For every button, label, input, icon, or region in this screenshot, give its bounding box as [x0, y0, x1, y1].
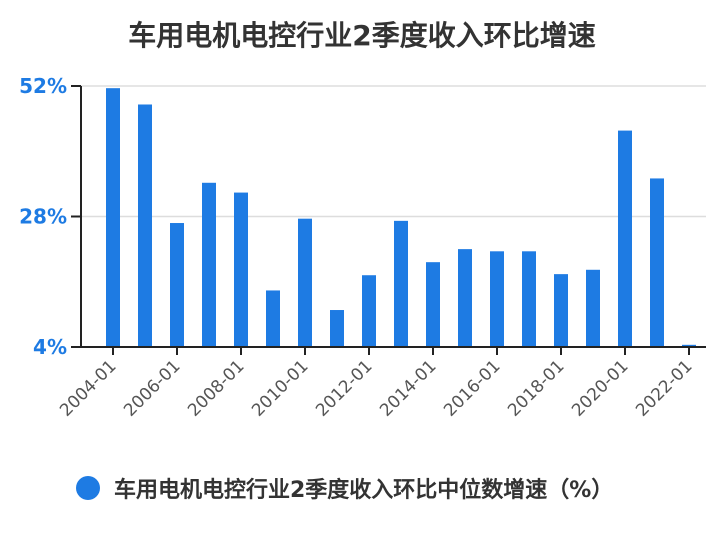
axes [71, 85, 706, 355]
grid-lines [81, 85, 706, 218]
bar [522, 251, 536, 347]
y-tick-labels: 52% 28% 4% [19, 74, 67, 359]
bar [138, 104, 152, 347]
x-tick-label: 2008-01 [184, 356, 248, 420]
bar [426, 262, 440, 347]
bars [106, 88, 696, 348]
bar [170, 223, 184, 347]
legend-swatch [76, 476, 100, 500]
bar [586, 269, 600, 347]
bar [234, 192, 248, 347]
bar [554, 274, 568, 347]
bar [202, 182, 216, 347]
bar [362, 275, 376, 347]
bar [650, 178, 664, 347]
bar [106, 88, 120, 348]
x-tick-labels: 2004-01 2006-01 2008-01 2010-01 2012-01 2014-… [56, 356, 696, 420]
x-tick-label: 2020-01 [568, 356, 632, 420]
bar [266, 290, 280, 347]
bar [330, 310, 344, 347]
x-tick-label: 2018-01 [504, 356, 568, 420]
chart-title: 车用电机电控行业2季度收入环比增速 [128, 19, 596, 52]
bar [490, 251, 504, 347]
bar [298, 218, 312, 347]
x-tick-label: 2010-01 [248, 356, 312, 420]
bar [618, 130, 632, 347]
x-tick-label: 2004-01 [56, 356, 120, 420]
x-tick-label: 2012-01 [312, 356, 376, 420]
x-tick-label: 2014-01 [376, 356, 440, 420]
y-tick-label: 28% [19, 205, 67, 229]
legend-label: 车用电机电控行业2季度收入环比中位数增速（%） [114, 478, 614, 503]
x-tick-label: 2006-01 [120, 356, 184, 420]
legend: 车用电机电控行业2季度收入环比中位数增速（%） [76, 472, 613, 504]
bar [458, 249, 472, 347]
x-tick-label: 2016-01 [440, 356, 504, 420]
y-tick-label: 52% [19, 74, 67, 98]
y-tick-label: 4% [33, 335, 67, 359]
bar [394, 220, 408, 347]
x-tick-label: 2022-01 [632, 356, 696, 420]
bar [682, 344, 696, 347]
